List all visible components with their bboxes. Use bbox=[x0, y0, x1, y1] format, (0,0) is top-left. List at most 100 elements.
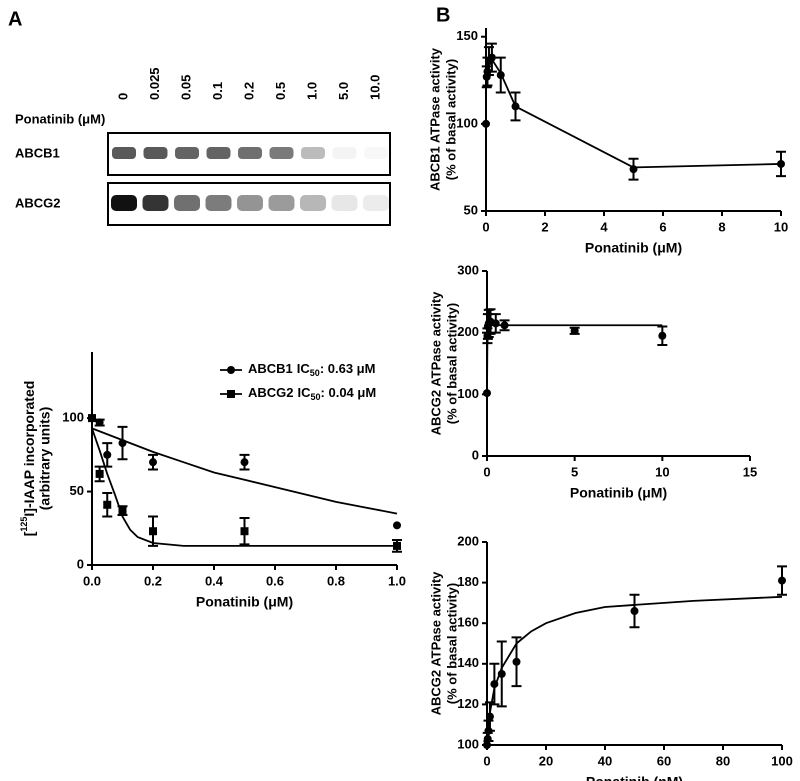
legend-sub: 50 bbox=[311, 392, 321, 402]
legend-sub: 50 bbox=[310, 368, 320, 378]
lane-label: 1.0 bbox=[304, 82, 319, 100]
dose-label: Ponatinib (μM) bbox=[15, 111, 105, 126]
band bbox=[363, 195, 389, 211]
y-axis-label: (% of basal activity) bbox=[444, 583, 459, 704]
y-label-part: [ bbox=[21, 531, 37, 536]
x-tick-label: 8 bbox=[718, 219, 725, 234]
blot bbox=[107, 132, 391, 226]
axes bbox=[486, 271, 750, 457]
point bbox=[491, 319, 500, 328]
legend-part: : 0.04 μM bbox=[321, 385, 377, 400]
fit-curve bbox=[91, 428, 397, 547]
point bbox=[240, 458, 249, 467]
y-tick-label: 200 bbox=[457, 533, 479, 548]
y-tick-label: 180 bbox=[457, 574, 479, 589]
x-tick-label: 0.4 bbox=[205, 573, 224, 588]
lane-label: 0.05 bbox=[178, 75, 193, 100]
y-tick-label: 120 bbox=[457, 696, 479, 711]
legend-name: ABCG2 bbox=[248, 385, 294, 400]
y-axis-label: ABCB1 ATPase activity bbox=[427, 47, 442, 191]
y-tick-label: 50 bbox=[464, 202, 478, 217]
lane-label: 0.5 bbox=[273, 82, 288, 100]
legend-part: IC bbox=[297, 361, 311, 376]
point bbox=[629, 165, 638, 174]
point bbox=[497, 669, 506, 678]
lane-label: 0.2 bbox=[241, 82, 256, 100]
band bbox=[269, 147, 294, 159]
band bbox=[142, 195, 169, 211]
x-axis-label: Ponatinib (μM) bbox=[570, 485, 667, 501]
y-tick-label: 100 bbox=[457, 386, 479, 401]
x-tick-label: 0 bbox=[483, 753, 490, 768]
legend-part: IC bbox=[298, 385, 312, 400]
point bbox=[570, 326, 579, 335]
y-label-part: I]-IAAP incorporated bbox=[21, 381, 37, 517]
x-axis-label: Ponatinib (μM) bbox=[196, 594, 293, 610]
panel-letter: B bbox=[436, 4, 450, 26]
y-tick-label: 140 bbox=[457, 655, 479, 670]
point bbox=[483, 389, 491, 398]
legend-label: ABCG2 IC50: 0.04 μM bbox=[248, 385, 376, 402]
x-tick-label: 100 bbox=[771, 753, 793, 768]
x-axis-label: Ponatinib (μM) bbox=[585, 240, 682, 256]
point bbox=[496, 71, 505, 80]
y-tick-label: 150 bbox=[456, 28, 478, 43]
point bbox=[95, 469, 104, 478]
y-label-sup: 125 bbox=[19, 517, 29, 532]
x-tick-label: 10 bbox=[774, 219, 788, 234]
point bbox=[88, 414, 96, 423]
x-tick-label: 0 bbox=[482, 219, 489, 234]
x-tick-label: 0.8 bbox=[327, 573, 345, 588]
y-axis-label: ABCG2 ATPase activity bbox=[428, 571, 443, 716]
point bbox=[511, 102, 520, 111]
band bbox=[301, 147, 325, 159]
band bbox=[175, 147, 199, 159]
lane-label: 5.0 bbox=[336, 82, 351, 100]
band bbox=[112, 147, 136, 159]
x-tick-label: 40 bbox=[598, 753, 612, 768]
lane-label: 0.1 bbox=[210, 82, 225, 100]
band bbox=[331, 195, 358, 211]
band bbox=[174, 195, 200, 211]
y-axis-label: (arbitrary units) bbox=[37, 407, 53, 510]
panel-letter: A bbox=[8, 8, 22, 30]
x-tick-label: 0.2 bbox=[144, 573, 162, 588]
y-axis-label: ABCG2 ATPase activity bbox=[428, 291, 443, 436]
point bbox=[393, 541, 401, 550]
y-tick-label: 100 bbox=[62, 410, 84, 425]
point bbox=[103, 500, 112, 509]
row-label: ABCG2 bbox=[15, 195, 61, 210]
point bbox=[485, 712, 494, 721]
legend-name: ABCB1 bbox=[248, 361, 293, 376]
point bbox=[149, 527, 157, 536]
point bbox=[778, 576, 786, 585]
axes bbox=[485, 28, 781, 212]
x-tick-label: 0 bbox=[483, 464, 490, 479]
point bbox=[118, 506, 127, 515]
y-tick-label: 100 bbox=[456, 115, 478, 130]
point bbox=[103, 450, 112, 459]
band bbox=[206, 147, 231, 159]
y-axis-label: (% of basal activity) bbox=[444, 303, 459, 424]
x-tick-label: 0.6 bbox=[266, 573, 284, 588]
row-label: ABCB1 bbox=[15, 145, 60, 160]
band bbox=[238, 147, 262, 159]
lane-label: 10.0 bbox=[367, 75, 382, 100]
band bbox=[300, 195, 326, 211]
point bbox=[487, 53, 496, 62]
x-tick-label: 1.0 bbox=[388, 573, 406, 588]
point bbox=[482, 119, 490, 128]
y-tick-label: 50 bbox=[70, 483, 84, 498]
lane-label: 0 bbox=[115, 93, 130, 100]
y-axis-label: [125I]-IAAP incorporated bbox=[19, 381, 36, 537]
x-tick-label: 5 bbox=[571, 464, 578, 479]
fit-curve bbox=[485, 57, 782, 169]
band bbox=[332, 147, 357, 159]
point bbox=[500, 321, 509, 330]
point bbox=[149, 458, 157, 467]
x-tick-label: 10 bbox=[655, 464, 669, 479]
x-tick-label: 2 bbox=[541, 219, 548, 234]
point bbox=[777, 159, 785, 168]
y-tick-label: 160 bbox=[457, 615, 479, 630]
point bbox=[95, 418, 104, 427]
